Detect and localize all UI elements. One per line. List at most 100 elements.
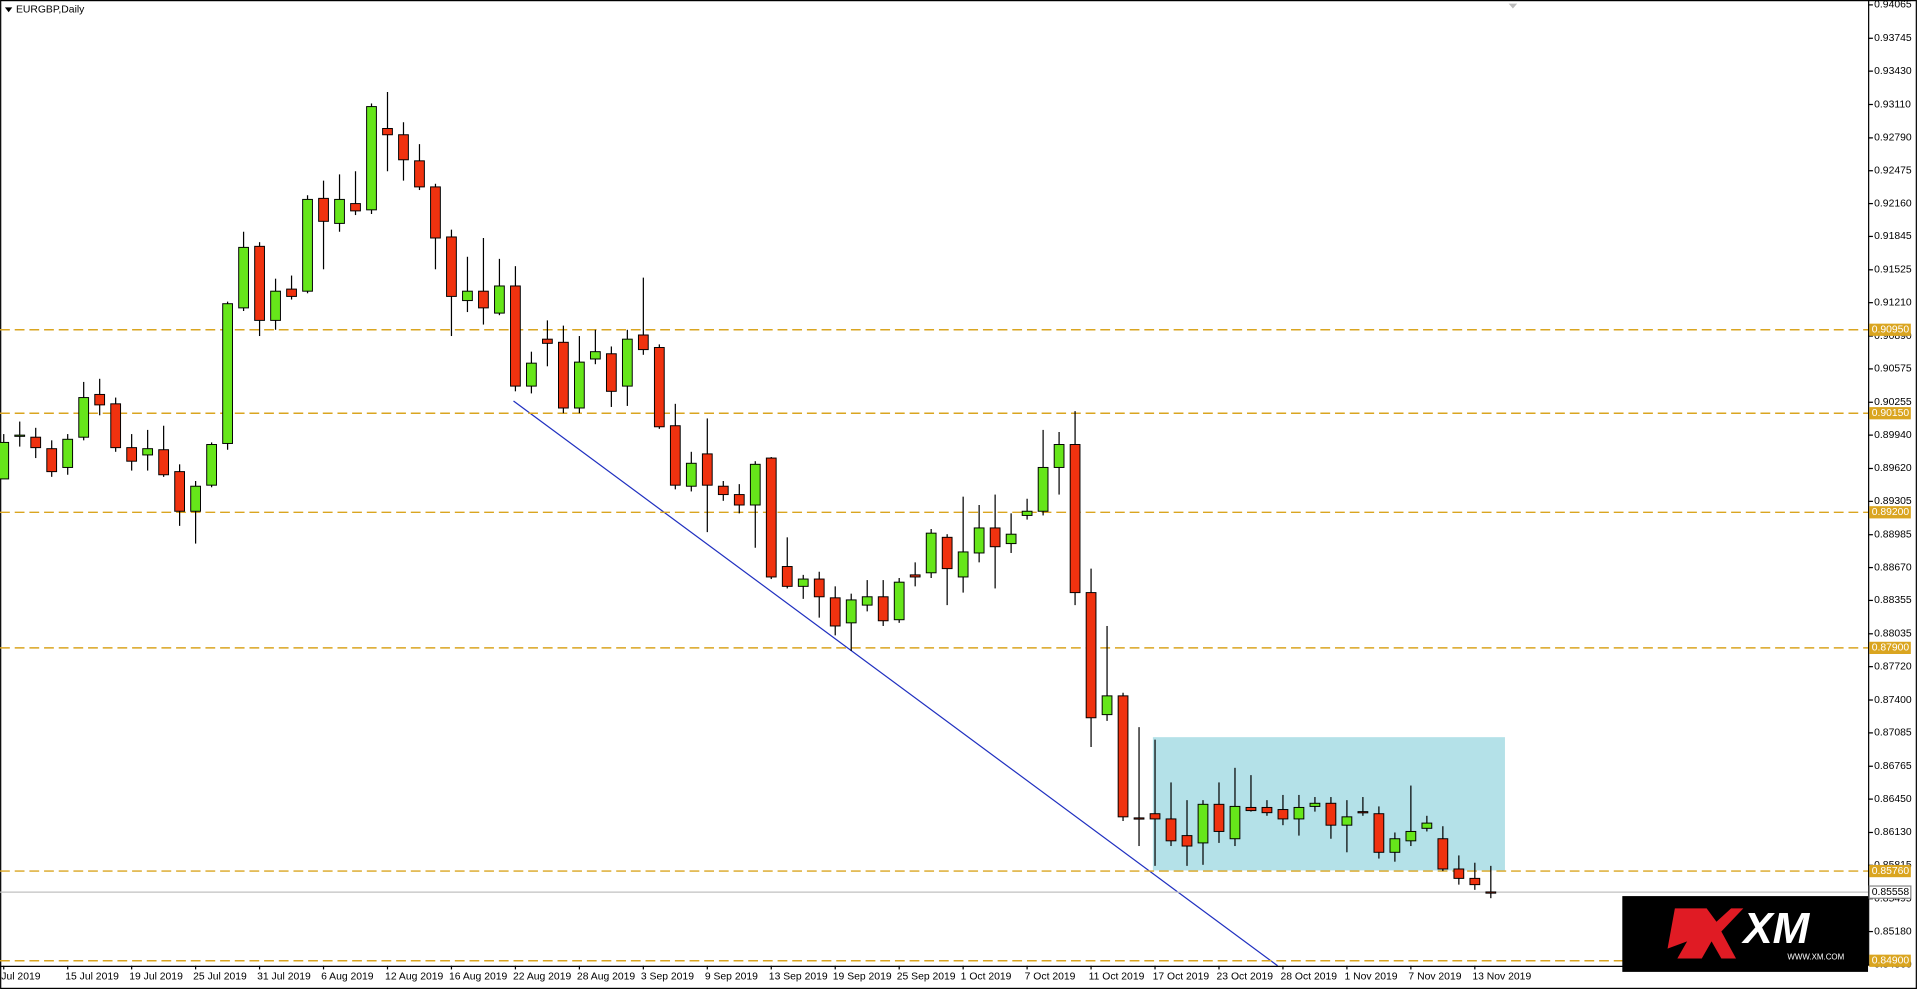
candle-body: [286, 288, 297, 297]
candle-body: [973, 527, 985, 554]
candle-body: [510, 285, 521, 387]
level-label: 0.85760: [1872, 866, 1910, 877]
candle-body: [574, 361, 585, 409]
logo-url: WWW.XM.COM: [1787, 952, 1844, 961]
x-tick-label: 1 Nov 2019: [1344, 972, 1397, 983]
candle-body: [398, 134, 409, 161]
candle-body: [1357, 811, 1369, 814]
candle-body: [1373, 813, 1385, 853]
y-tick-label: 0.92475: [1874, 165, 1912, 176]
candle-body: [142, 448, 154, 456]
candle-body: [542, 338, 553, 344]
candle-body: [30, 436, 42, 449]
candle-body: [717, 485, 729, 496]
candle-body: [621, 338, 633, 387]
candle-body: [589, 351, 601, 360]
candle-body: [270, 290, 281, 321]
candle-body: [254, 245, 265, 321]
y-tick-label: 0.92790: [1874, 133, 1912, 144]
candle-body: [1453, 868, 1465, 879]
y-tick-label: 0.91845: [1874, 231, 1912, 242]
y-tick-label: 0.87085: [1874, 728, 1912, 739]
x-tick-label: 13 Sep 2019: [769, 972, 828, 983]
candle-body: [526, 362, 537, 387]
x-tick-label: 15 Jul 2019: [65, 972, 119, 983]
x-tick-label: 16 Aug 2019: [449, 972, 508, 983]
candle-body: [1341, 816, 1353, 826]
candle-body: [1245, 806, 1257, 812]
y-tick-label: 0.91525: [1874, 265, 1912, 276]
logo-text: XM: [1740, 904, 1810, 953]
last-price-label: 0.85558: [1872, 887, 1910, 898]
candle-body: [1405, 830, 1417, 842]
x-tick-label: 13 Nov 2019: [1472, 972, 1531, 983]
level-label: 0.84900: [1872, 956, 1910, 967]
candles: [0, 91, 1497, 899]
y-tick-label: 0.85495: [1874, 893, 1912, 904]
candle-body: [1133, 817, 1145, 820]
candle-body: [318, 197, 329, 222]
x-tick-label: 7 Oct 2019: [1025, 972, 1076, 983]
candle-body: [957, 551, 969, 578]
y-tick-label: 0.90255: [1874, 397, 1912, 408]
candle-body: [0, 441, 10, 480]
candle-body: [669, 425, 681, 486]
level-label: 0.87900: [1872, 643, 1910, 654]
candle-body: [1421, 822, 1433, 829]
candle-body: [238, 246, 249, 309]
candle-body: [1085, 592, 1097, 719]
candle-body: [430, 186, 441, 239]
candle-body: [1037, 466, 1049, 512]
candle-body: [174, 471, 186, 512]
y-tick-label: 0.89620: [1874, 463, 1912, 474]
candle-body: [350, 203, 361, 212]
y-tick-label: 0.90575: [1874, 364, 1912, 375]
candle-body: [813, 578, 825, 598]
x-tick-label: 23 Oct 2019: [1217, 972, 1274, 983]
y-tick-label: 0.86450: [1874, 794, 1912, 805]
level-label-box: [1869, 641, 1911, 654]
candle-body: [1229, 805, 1241, 840]
x-tick-label: 31 Jul 2019: [257, 972, 311, 983]
candle-body: [1277, 809, 1289, 820]
x-tick-label: 12 Aug 2019: [385, 972, 444, 983]
y-tick-label: 0.93110: [1874, 99, 1911, 110]
candle-body: [126, 447, 138, 462]
candle-body: [78, 397, 90, 438]
candle-body: [478, 290, 489, 309]
y-tick-label: 0.86130: [1874, 827, 1912, 838]
y-tick-label: 0.89940: [1874, 430, 1912, 441]
y-tick-label: 0.88985: [1874, 529, 1912, 540]
level-label-box: [1869, 323, 1911, 336]
candle-body: [1165, 818, 1177, 842]
candle-body: [302, 198, 313, 292]
chart-title: EURGBP,Daily: [16, 5, 85, 16]
candle-body: [989, 527, 1001, 548]
y-tick-label: 0.88670: [1874, 562, 1912, 573]
candle-body: [206, 444, 217, 486]
candle-body: [366, 106, 377, 211]
candle-body: [845, 599, 857, 624]
logo-box: [1622, 896, 1869, 972]
candle-body: [749, 463, 761, 506]
candle-body: [781, 566, 793, 587]
x-tick-label: 28 Aug 2019: [577, 972, 636, 983]
candle-body: [829, 597, 841, 627]
y-tick-label: 0.89305: [1874, 496, 1912, 507]
y-tick-label: 0.88035: [1874, 629, 1912, 640]
candle-body: [414, 160, 425, 188]
title-arrow: [4, 7, 13, 13]
y-tick-label: 0.92160: [1874, 198, 1912, 209]
candle-body: [1053, 444, 1065, 468]
x-tick-label: 1 Oct 2019: [961, 972, 1012, 983]
candle-body: [1181, 835, 1193, 847]
y-tick-label: 0.87720: [1874, 661, 1912, 672]
candle-body: [494, 285, 505, 314]
y-tick-label: 0.93430: [1874, 66, 1912, 77]
y-tick-label: 0.86765: [1874, 761, 1912, 772]
candle-body: [909, 574, 921, 578]
candle-body: [605, 353, 617, 392]
level-label: 0.90150: [1872, 408, 1910, 419]
y-tick-label: 0.88355: [1874, 595, 1912, 606]
